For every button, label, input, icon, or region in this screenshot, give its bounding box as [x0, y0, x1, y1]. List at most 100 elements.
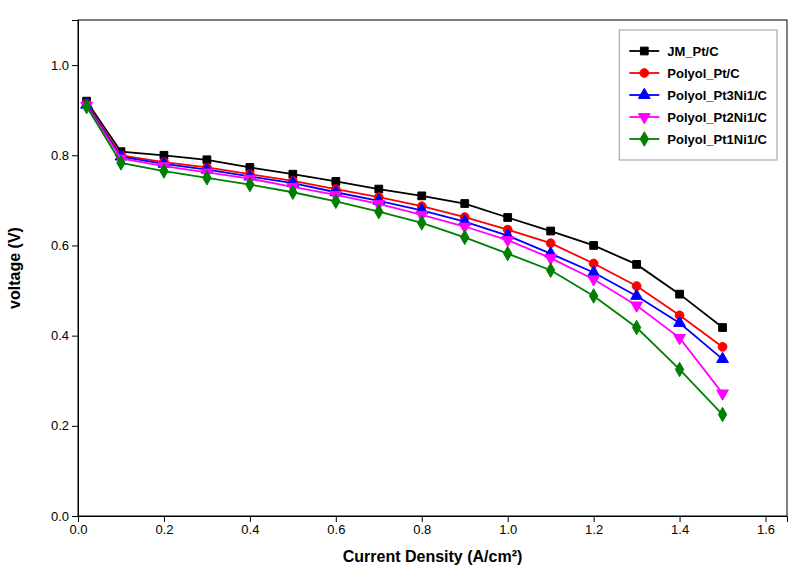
marker [502, 237, 514, 247]
tick: 1.2 [585, 516, 603, 537]
marker [203, 171, 211, 185]
tick: 0.0 [69, 516, 87, 537]
tick-mark [422, 516, 423, 522]
marker [674, 316, 686, 326]
marker [418, 216, 426, 230]
tick-mark [72, 65, 78, 66]
marker [375, 204, 383, 218]
legend-item: Polyol_Pt2Ni1/C [629, 110, 767, 125]
marker [289, 185, 297, 199]
marker [375, 185, 383, 193]
marker [631, 289, 643, 299]
marker [461, 200, 469, 208]
marker [589, 289, 597, 303]
tick: 1.4 [671, 516, 689, 537]
marker [82, 99, 90, 113]
marker [675, 362, 683, 376]
marker [246, 177, 254, 191]
tick-mark [72, 155, 78, 156]
tick-label: 0.4 [51, 328, 69, 343]
marker [632, 320, 640, 334]
legend-marker [640, 47, 648, 55]
x-axis: 0.0 0.2 0.4 0.6 0.8 1.0 1.2 1.4 1.6 [69, 516, 787, 537]
axis-line [79, 517, 788, 523]
legend: JM_Pt/C Polyol_Pt/C Polyol_Pt3Ni1/C Polyol_… [619, 30, 777, 160]
tick: 0.6 [327, 516, 345, 537]
marker [418, 192, 426, 200]
legend-marker [640, 132, 648, 146]
legend-item: Polyol_Pt3Ni1/C [629, 88, 767, 103]
tick: 1.0 [499, 516, 517, 537]
marker [588, 276, 600, 286]
tick-label: 1.2 [585, 522, 603, 537]
marker [590, 242, 598, 250]
tick-mark [680, 516, 681, 522]
tick-label: 1.0 [51, 58, 69, 73]
tick-label: 0.8 [51, 148, 69, 163]
tick: 0.0 [51, 509, 78, 524]
tick-label: 0.0 [69, 522, 87, 537]
legend-item: JM_Pt/C [629, 44, 719, 59]
chart: 0.00.20.40.60.81.01.21.41.60.00.20.40.60… [0, 0, 811, 578]
marker [547, 227, 555, 235]
tick-mark [766, 516, 767, 522]
y-axis: 0.0 0.2 0.4 0.6 0.8 1.0 [51, 21, 79, 524]
legend-frame [619, 30, 777, 160]
marker [717, 390, 729, 400]
marker [160, 164, 168, 178]
tick-mark [72, 336, 78, 337]
tick-label: 0.8 [413, 522, 431, 537]
legend-marker [638, 88, 650, 98]
marker [547, 263, 555, 277]
legend-marker [638, 114, 650, 124]
tick: 0.8 [413, 516, 431, 537]
tick-label: 1.4 [671, 522, 689, 537]
marker [718, 407, 726, 421]
plot-frame [78, 20, 787, 516]
marker [633, 261, 641, 269]
y-axis-title: voltage (V) [6, 227, 23, 309]
marker [674, 334, 686, 344]
tick-label: 0.0 [51, 509, 69, 524]
tick-label: 0.2 [155, 522, 173, 537]
marker [504, 246, 512, 260]
marker [718, 343, 727, 352]
tick-mark [72, 245, 78, 246]
marker [719, 324, 727, 332]
marker [461, 230, 469, 244]
tick-mark [250, 516, 251, 522]
tick-label: 0.4 [241, 522, 259, 537]
tick-mark [72, 516, 78, 517]
legend-label: JM_Pt/C [667, 44, 719, 59]
tick-mark [508, 516, 509, 522]
marker [117, 156, 125, 170]
legend-label: Polyol_Pt1Ni1/C [667, 132, 767, 147]
tick: 1.6 [757, 516, 775, 537]
tick-mark [336, 516, 337, 522]
tick-label: 0.6 [51, 238, 69, 253]
x-axis-title: Current Density (A/cm²) [343, 548, 523, 565]
tick-label: 0.6 [327, 522, 345, 537]
marker [504, 214, 512, 222]
legend-label: Polyol_Pt/C [667, 66, 740, 81]
marker [717, 352, 729, 362]
marker [588, 266, 600, 276]
tick: 1.0 [51, 58, 78, 73]
tick: 0.6 [51, 238, 78, 253]
tick: 0.8 [51, 148, 78, 163]
marker [332, 178, 340, 186]
plot: 0.00.20.40.60.81.01.21.41.60.00.20.40.60… [51, 20, 788, 537]
legend-label: Polyol_Pt3Ni1/C [667, 88, 767, 103]
legend-label: Polyol_Pt2Ni1/C [667, 110, 767, 125]
tick: 0.4 [51, 328, 78, 343]
tick-label: 0.2 [51, 418, 69, 433]
tick-mark [164, 516, 165, 522]
tick-label: 1.6 [757, 522, 775, 537]
tick-label: 1.0 [499, 522, 517, 537]
marker [631, 302, 643, 312]
tick: 0.2 [155, 516, 173, 537]
marker [332, 194, 340, 208]
legend-item: Polyol_Pt/C [629, 66, 740, 81]
tick: 0.2 [51, 418, 78, 433]
legend-item: Polyol_Pt1Ni1/C [629, 132, 767, 147]
